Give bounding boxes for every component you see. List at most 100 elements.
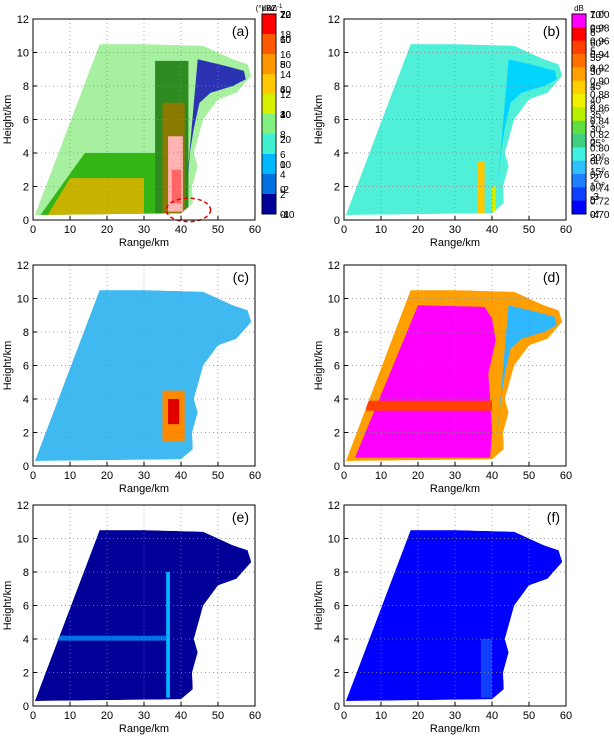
radar-field bbox=[345, 290, 563, 461]
y-tick-label: 12 bbox=[17, 500, 29, 512]
panel-label: (f) bbox=[547, 509, 560, 525]
x-tick-label: 10 bbox=[64, 224, 76, 236]
y-tick-label: 6 bbox=[334, 361, 340, 373]
echo-core-low bbox=[47, 178, 144, 215]
x-tick-label: 0 bbox=[30, 224, 36, 236]
y-tick-label: 10 bbox=[17, 294, 29, 306]
colorbar-tick-label: -2 bbox=[590, 174, 599, 185]
y-tick-label: 0 bbox=[334, 215, 340, 227]
colorbar-swatch bbox=[572, 120, 586, 135]
colorbar-tick-label: 20° bbox=[590, 153, 605, 164]
y-tick-label: 8 bbox=[334, 567, 340, 579]
x-axis-label: Range/km bbox=[430, 723, 480, 735]
panel-e: 0 10 20 30 40 50 60024681012Range/kmHeight/km(… bbox=[2, 4, 292, 735]
colorbar-swatch bbox=[572, 187, 586, 202]
colorbar-tick-label: 3 bbox=[590, 83, 596, 94]
colorbar-tick-label: 0.98 bbox=[590, 23, 610, 34]
colorbar-tick-label: 30 bbox=[280, 110, 292, 121]
radar-field bbox=[34, 290, 252, 461]
colorbar-frame bbox=[261, 13, 277, 215]
colorbar-unit-sup: -1 bbox=[277, 4, 283, 10]
colorbar-unit: dB bbox=[574, 4, 584, 13]
colorbar-tick-label: 0 bbox=[280, 185, 286, 196]
colorbar-swatch bbox=[262, 174, 276, 195]
colorbar-tick-label: 2 bbox=[280, 135, 286, 146]
x-tick-label: 20 bbox=[101, 224, 113, 236]
colorbar-tick-label: 0.88 bbox=[590, 90, 610, 101]
y-tick-label: 10 bbox=[17, 48, 29, 60]
y-tick-label: 0 bbox=[334, 701, 340, 713]
x-tick-label: 60 bbox=[560, 224, 572, 236]
colorbar-unit: dBZ bbox=[262, 4, 277, 13]
colorbar-tick-label: 60° bbox=[590, 39, 605, 50]
x-tick-label: 0 bbox=[341, 224, 347, 236]
colorbar-tick-label: 30° bbox=[590, 124, 605, 135]
y-tick-label: 2 bbox=[23, 182, 29, 194]
panel-f: 0 10 20 30 40 50 60024681012Range/kmHeight/km(… bbox=[313, 10, 605, 735]
y-tick-label: 12 bbox=[328, 500, 340, 512]
x-tick-label: 0 bbox=[30, 710, 36, 722]
colorbar-tick-label: 8 bbox=[280, 130, 286, 141]
field-band bbox=[51, 635, 167, 641]
y-tick-label: 6 bbox=[23, 361, 29, 373]
panel-label: (b) bbox=[543, 23, 560, 39]
y-tick-label: 10 bbox=[328, 294, 340, 306]
x-tick-label: 30 bbox=[138, 470, 150, 482]
colorbar-swatch bbox=[572, 160, 586, 175]
colorbar-tick-label: 50 bbox=[280, 60, 292, 71]
y-tick-label: 8 bbox=[334, 327, 340, 339]
colorbar-swatch bbox=[262, 154, 276, 175]
x-tick-label: 30 bbox=[449, 224, 461, 236]
y-tick-label: 12 bbox=[17, 260, 29, 272]
colorbar-tick-label: 2 bbox=[280, 190, 286, 201]
colorbar-tick-label: 25° bbox=[590, 139, 605, 150]
field-edge bbox=[497, 305, 557, 433]
x-tick-label: 60 bbox=[249, 710, 261, 722]
colorbar-tick-label: 70 bbox=[280, 10, 292, 21]
colorbar-tick-label: 0.78 bbox=[590, 157, 610, 168]
x-tick-label: 30 bbox=[138, 710, 150, 722]
colorbar-tick-label: 6 bbox=[280, 85, 286, 96]
colorbar-tick-label: 40° bbox=[590, 96, 605, 107]
colorbar-tick-label: 20 bbox=[280, 135, 292, 146]
radar-field bbox=[34, 44, 252, 215]
x-tick-label: 60 bbox=[560, 710, 572, 722]
field-base bbox=[345, 530, 563, 701]
x-tick-label: 40 bbox=[486, 224, 498, 236]
y-axis-label: Height/km bbox=[2, 95, 14, 145]
x-tick-label: 0 bbox=[341, 710, 347, 722]
field-high bbox=[355, 305, 496, 458]
y-tick-label: 8 bbox=[334, 81, 340, 93]
colorbar-tick-label: 0.70 bbox=[590, 210, 610, 221]
colorbar-tick-label: 0 bbox=[590, 137, 596, 148]
colorbar-swatch bbox=[262, 54, 276, 75]
panel-label: (a) bbox=[232, 23, 249, 39]
colorbar-unit: (°) km-1 bbox=[256, 4, 283, 13]
x-tick-label: 10 bbox=[64, 470, 76, 482]
y-tick-label: 4 bbox=[23, 634, 29, 646]
x-tick-label: 40 bbox=[175, 224, 187, 236]
colorbar-tick-label: 40 bbox=[280, 85, 292, 96]
colorbar-swatch bbox=[572, 107, 586, 122]
x-tick-label: 10 bbox=[375, 224, 387, 236]
y-tick-label: 8 bbox=[23, 81, 29, 93]
y-tick-label: 0 bbox=[23, 461, 29, 473]
radar-field bbox=[345, 530, 563, 701]
colorbar-tick-label: 0.84 bbox=[590, 117, 610, 128]
x-tick-label: 40 bbox=[175, 470, 187, 482]
y-tick-label: 12 bbox=[328, 14, 340, 26]
colorbar-tick-label: -1 bbox=[590, 155, 599, 166]
colorbar-tick-label: 5° bbox=[590, 196, 600, 207]
x-tick-label: 20 bbox=[412, 470, 424, 482]
y-tick-label: 10 bbox=[328, 534, 340, 546]
colorbar-tick-label: 10 bbox=[280, 160, 292, 171]
field-base bbox=[34, 530, 252, 701]
x-tick-label: 50 bbox=[523, 710, 535, 722]
colorbar-swatch bbox=[572, 134, 586, 148]
x-tick-label: 20 bbox=[101, 710, 113, 722]
colorbar-swatch bbox=[572, 67, 586, 82]
y-tick-label: 2 bbox=[23, 428, 29, 440]
y-tick-label: 4 bbox=[23, 148, 29, 160]
colorbar-swatch bbox=[572, 27, 586, 42]
